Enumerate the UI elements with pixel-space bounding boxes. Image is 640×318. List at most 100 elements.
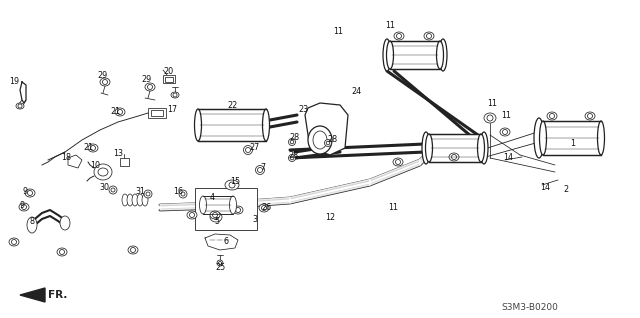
Bar bbox=[165, 77, 173, 82]
Ellipse shape bbox=[60, 216, 70, 230]
Ellipse shape bbox=[436, 41, 444, 69]
Circle shape bbox=[189, 212, 195, 218]
Bar bbox=[195, 188, 257, 230]
Text: 28: 28 bbox=[288, 151, 298, 161]
Circle shape bbox=[146, 192, 150, 196]
Circle shape bbox=[90, 146, 95, 150]
Ellipse shape bbox=[122, 194, 128, 206]
Ellipse shape bbox=[540, 121, 547, 155]
Text: 9: 9 bbox=[19, 201, 24, 210]
Text: 1: 1 bbox=[570, 140, 575, 149]
Text: 11: 11 bbox=[487, 99, 497, 107]
Ellipse shape bbox=[262, 109, 269, 141]
Circle shape bbox=[173, 93, 177, 97]
Bar bbox=[151, 110, 163, 116]
Polygon shape bbox=[485, 134, 535, 156]
Ellipse shape bbox=[585, 112, 595, 120]
Polygon shape bbox=[290, 179, 370, 203]
Ellipse shape bbox=[598, 121, 605, 155]
Ellipse shape bbox=[547, 112, 557, 120]
Ellipse shape bbox=[233, 206, 243, 214]
Ellipse shape bbox=[477, 134, 484, 162]
Text: 11: 11 bbox=[501, 112, 511, 121]
Ellipse shape bbox=[27, 217, 37, 233]
Circle shape bbox=[179, 190, 187, 198]
Ellipse shape bbox=[500, 128, 510, 136]
Ellipse shape bbox=[230, 196, 237, 214]
Circle shape bbox=[236, 208, 241, 212]
Circle shape bbox=[396, 160, 401, 164]
Text: 8: 8 bbox=[29, 217, 35, 225]
Text: 29: 29 bbox=[142, 75, 152, 85]
Circle shape bbox=[326, 141, 330, 145]
Ellipse shape bbox=[128, 246, 138, 254]
Ellipse shape bbox=[94, 164, 112, 180]
Ellipse shape bbox=[534, 118, 544, 158]
Text: 29: 29 bbox=[97, 72, 107, 80]
Text: 28: 28 bbox=[289, 133, 299, 142]
Text: 6: 6 bbox=[223, 238, 228, 246]
Ellipse shape bbox=[259, 204, 269, 212]
Ellipse shape bbox=[100, 78, 110, 86]
Ellipse shape bbox=[187, 211, 197, 219]
Circle shape bbox=[217, 260, 223, 266]
Text: 17: 17 bbox=[167, 106, 177, 114]
Circle shape bbox=[324, 140, 332, 147]
Circle shape bbox=[289, 155, 296, 162]
Text: 21: 21 bbox=[83, 142, 93, 151]
Text: 28: 28 bbox=[327, 135, 337, 143]
Ellipse shape bbox=[210, 212, 222, 222]
Ellipse shape bbox=[88, 144, 98, 152]
Text: 22: 22 bbox=[227, 101, 237, 110]
Circle shape bbox=[550, 114, 554, 119]
Circle shape bbox=[111, 188, 115, 192]
Circle shape bbox=[22, 204, 26, 210]
Ellipse shape bbox=[394, 32, 404, 40]
Text: 11: 11 bbox=[333, 27, 343, 37]
Text: 14: 14 bbox=[540, 183, 550, 191]
Ellipse shape bbox=[210, 211, 220, 219]
Polygon shape bbox=[32, 210, 65, 228]
Ellipse shape bbox=[25, 189, 35, 197]
Circle shape bbox=[181, 192, 185, 196]
Ellipse shape bbox=[393, 158, 403, 166]
Bar bbox=[390, 41, 440, 69]
Text: 23: 23 bbox=[298, 106, 308, 114]
Circle shape bbox=[102, 80, 108, 85]
Ellipse shape bbox=[195, 109, 202, 141]
Ellipse shape bbox=[145, 83, 155, 91]
Bar bbox=[429, 134, 481, 162]
Bar bbox=[198, 109, 266, 141]
Circle shape bbox=[28, 190, 33, 196]
Text: 3: 3 bbox=[253, 216, 257, 225]
Circle shape bbox=[426, 33, 431, 38]
Text: 15: 15 bbox=[230, 176, 240, 185]
Ellipse shape bbox=[16, 103, 24, 109]
Circle shape bbox=[18, 104, 22, 108]
Circle shape bbox=[487, 115, 493, 121]
Circle shape bbox=[214, 215, 218, 219]
Ellipse shape bbox=[57, 248, 67, 256]
Circle shape bbox=[262, 205, 266, 211]
Text: 25: 25 bbox=[216, 262, 226, 272]
Text: 14: 14 bbox=[503, 153, 513, 162]
Ellipse shape bbox=[480, 132, 488, 164]
Circle shape bbox=[12, 239, 17, 245]
Polygon shape bbox=[420, 148, 432, 165]
Text: 2: 2 bbox=[563, 185, 568, 195]
Ellipse shape bbox=[424, 32, 434, 40]
Ellipse shape bbox=[449, 153, 459, 161]
Ellipse shape bbox=[9, 238, 19, 246]
Bar bbox=[120, 158, 129, 166]
Ellipse shape bbox=[225, 180, 239, 190]
Ellipse shape bbox=[426, 134, 433, 162]
Text: 21: 21 bbox=[110, 107, 120, 115]
Polygon shape bbox=[370, 160, 420, 185]
Text: 10: 10 bbox=[90, 162, 100, 170]
Text: 5: 5 bbox=[214, 217, 220, 225]
Text: 16: 16 bbox=[173, 186, 183, 196]
Circle shape bbox=[243, 146, 253, 155]
Ellipse shape bbox=[19, 203, 29, 211]
Ellipse shape bbox=[422, 132, 430, 164]
Circle shape bbox=[397, 33, 401, 38]
